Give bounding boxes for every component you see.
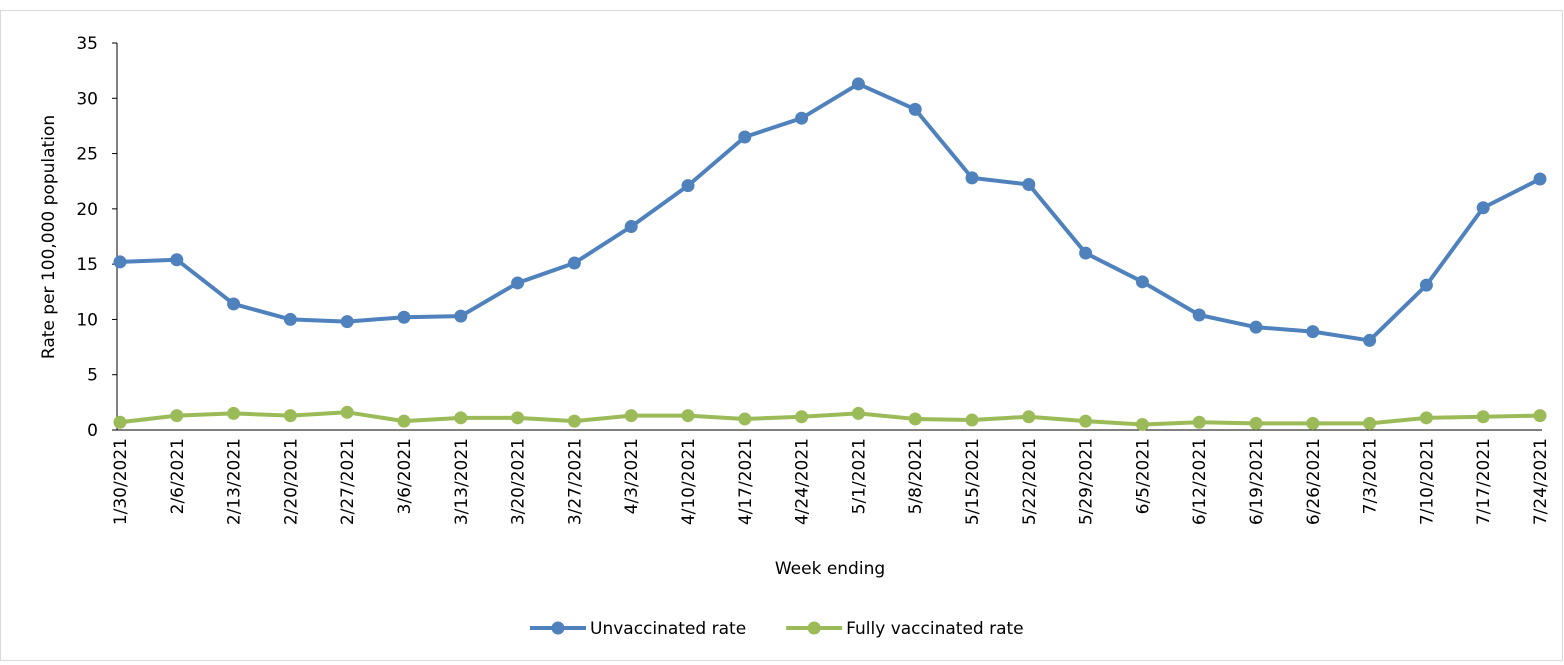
- x-tick-label: 2/6/2021: [168, 438, 188, 514]
- data-point: [1079, 414, 1093, 428]
- y-tick-label: 10: [76, 310, 98, 330]
- data-point: [397, 310, 411, 324]
- data-point: [965, 413, 979, 427]
- data-point: [454, 411, 468, 425]
- legend-marker: [807, 621, 821, 635]
- x-tick-label: 2/13/2021: [225, 438, 245, 525]
- data-point: [1135, 275, 1149, 289]
- data-point: [624, 220, 638, 234]
- x-tick-label: 1/30/2021: [111, 438, 131, 525]
- x-tick-label: 2/27/2021: [338, 438, 358, 525]
- x-tick-label: 6/12/2021: [1190, 438, 1210, 525]
- x-tick-label: 4/10/2021: [679, 438, 699, 525]
- x-tick-label: 6/19/2021: [1247, 438, 1267, 525]
- y-tick-label: 15: [76, 255, 98, 275]
- x-tick-label: 3/13/2021: [452, 438, 472, 525]
- x-tick-label: 6/5/2021: [1133, 438, 1153, 514]
- y-tick-label: 35: [76, 34, 98, 54]
- x-tick-label: 7/3/2021: [1361, 438, 1381, 514]
- legend-marker: [551, 621, 565, 635]
- data-point: [1419, 278, 1433, 292]
- data-point: [681, 409, 695, 423]
- data-point: [738, 412, 752, 426]
- data-point: [340, 315, 354, 329]
- y-tick-label: 20: [76, 200, 98, 220]
- data-point: [340, 405, 354, 419]
- data-point: [681, 179, 695, 193]
- data-point: [113, 255, 127, 269]
- data-point: [624, 409, 638, 423]
- x-tick-label: 3/27/2021: [565, 438, 585, 525]
- data-point: [1022, 178, 1036, 192]
- data-point: [965, 171, 979, 185]
- series-line: [119, 81, 1541, 343]
- data-point: [170, 409, 184, 423]
- data-point: [908, 412, 922, 426]
- data-point: [1249, 416, 1263, 430]
- data-point: [567, 256, 581, 270]
- data-point: [1363, 333, 1377, 347]
- data-point: [795, 410, 809, 424]
- x-tick-label: 4/3/2021: [622, 438, 642, 514]
- x-tick-label: 4/17/2021: [736, 438, 756, 525]
- data-point: [1192, 308, 1206, 322]
- data-point: [283, 312, 297, 326]
- data-point: [1022, 410, 1036, 424]
- legend-label: Unvaccinated rate: [590, 619, 746, 639]
- data-point: [511, 276, 525, 290]
- x-tick-label: 3/6/2021: [395, 438, 415, 514]
- y-tick-label: 25: [76, 145, 98, 165]
- x-tick-label: 7/17/2021: [1474, 438, 1494, 525]
- data-point: [511, 411, 525, 425]
- data-point: [1533, 172, 1547, 186]
- data-point: [227, 297, 241, 311]
- data-point: [1192, 415, 1206, 429]
- data-point: [1533, 409, 1547, 423]
- x-tick-label: 5/1/2021: [849, 438, 869, 514]
- data-point: [1363, 416, 1377, 430]
- x-tick-label: 6/26/2021: [1304, 438, 1324, 525]
- data-point: [1135, 417, 1149, 431]
- data-point: [1419, 411, 1433, 425]
- data-point: [795, 111, 809, 125]
- legend-label: Fully vaccinated rate: [846, 619, 1023, 639]
- data-point: [397, 414, 411, 428]
- data-point: [567, 414, 581, 428]
- y-axis-label: Rate per 100,000 population: [39, 115, 59, 359]
- data-point: [170, 253, 184, 267]
- x-axis-label: Week ending: [775, 559, 885, 579]
- data-point: [454, 309, 468, 323]
- x-tick-label: 5/8/2021: [906, 438, 926, 514]
- x-tick-label: 5/22/2021: [1020, 438, 1040, 525]
- data-point: [851, 406, 865, 420]
- data-point: [738, 130, 752, 144]
- y-tick-label: 0: [87, 421, 98, 441]
- data-point: [1306, 325, 1320, 339]
- x-tick-label: 7/24/2021: [1531, 438, 1551, 525]
- x-tick-label: 2/20/2021: [281, 438, 301, 525]
- data-point: [1249, 320, 1263, 334]
- x-tick-label: 4/24/2021: [793, 438, 813, 525]
- data-point: [908, 102, 922, 116]
- data-point: [1079, 246, 1093, 260]
- x-tick-label: 7/10/2021: [1417, 438, 1437, 525]
- x-tick-label: 3/20/2021: [509, 438, 529, 525]
- data-point: [1476, 201, 1490, 215]
- data-point: [851, 77, 865, 91]
- data-point: [283, 409, 297, 423]
- series-line: [119, 410, 1541, 427]
- data-point: [113, 415, 127, 429]
- data-point: [1306, 416, 1320, 430]
- x-tick-label: 5/29/2021: [1077, 438, 1097, 525]
- y-tick-label: 30: [76, 89, 98, 109]
- y-tick-label: 5: [87, 366, 98, 386]
- x-tick-label: 5/15/2021: [963, 438, 983, 525]
- data-point: [1476, 410, 1490, 424]
- data-point: [227, 406, 241, 420]
